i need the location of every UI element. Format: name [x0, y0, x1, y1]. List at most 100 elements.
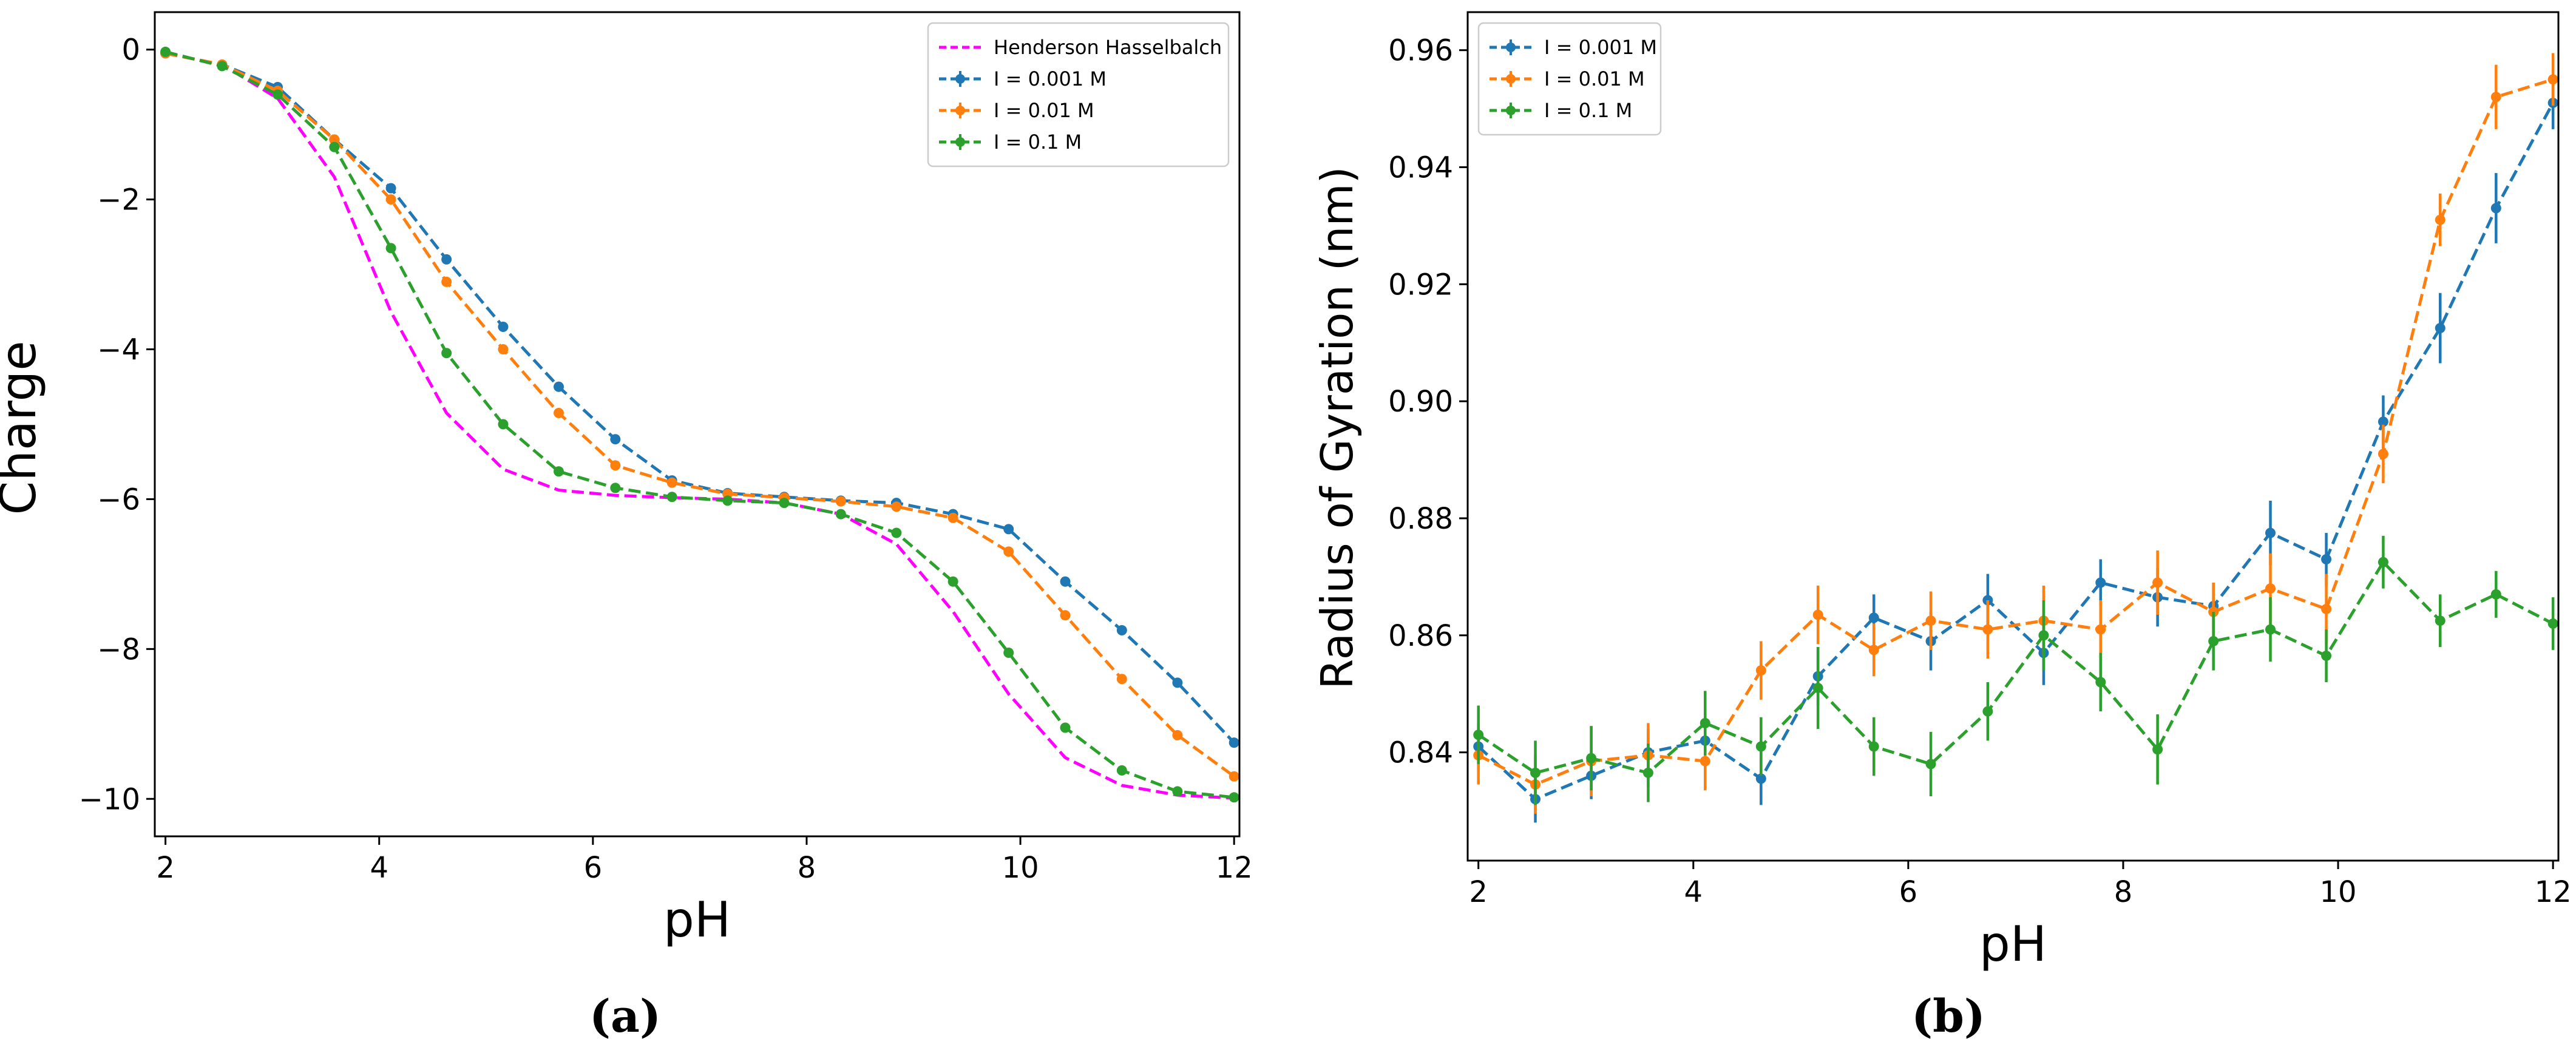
data-point [1116, 765, 1127, 776]
y-axis-label: Charge [0, 340, 47, 515]
data-point [2265, 527, 2276, 538]
data-point [1530, 767, 1541, 778]
data-point [947, 576, 958, 587]
data-point [610, 434, 621, 445]
data-point [1003, 524, 1014, 535]
y-tick-label: −8 [97, 632, 140, 666]
data-point [2152, 577, 2163, 588]
data-point [1868, 645, 1879, 655]
x-axis-label: pH [663, 892, 731, 948]
data-point [610, 482, 621, 493]
panel-a-charge-vs-ph: 2 4 6 8 10 12 0 −2 −4 −6 −8 −10 pH Charge Henderson Ha… [0, 11, 1253, 1043]
series-line [1477, 78, 2554, 787]
data-point [1925, 759, 1936, 770]
legend-swatch-marker [1506, 74, 1516, 84]
x-tick-label: 10 [1002, 851, 1039, 885]
x-tick-label: 8 [798, 851, 816, 885]
y-tick-label: −2 [97, 183, 140, 217]
series-1 [1473, 53, 2558, 814]
data-point [554, 407, 564, 418]
data-point [1172, 730, 1183, 740]
data-point [2265, 583, 2276, 594]
data-point [2378, 449, 2388, 459]
x-tick-label: 6 [1899, 875, 1918, 909]
x-tick-label: 6 [584, 851, 603, 885]
legend: I = 0.001 M I = 0.01 M I = 0.1 M [1477, 22, 1662, 136]
data-point [160, 46, 171, 57]
data-point [1229, 792, 1239, 803]
x-tick-label: 10 [2320, 875, 2357, 909]
x-axis-label: pH [1979, 916, 2047, 972]
data-point [1700, 717, 1710, 728]
data-point [498, 419, 509, 430]
legend-swatch-marker [1506, 42, 1516, 52]
data-point [2490, 589, 2501, 600]
data-point [1755, 741, 1766, 752]
legend-label: I = 0.01 M [994, 99, 1094, 122]
data-point [1229, 737, 1239, 748]
data-point [2321, 651, 2332, 662]
data-point [498, 322, 509, 333]
data-point [835, 509, 846, 520]
y-tick-label: 0.92 [1388, 268, 1453, 302]
data-point [2095, 624, 2106, 635]
y-tick-label: −6 [97, 482, 140, 516]
data-point [835, 496, 846, 507]
data-point [1586, 753, 1597, 764]
data-point [2095, 577, 2106, 588]
y-tick-label: 0.96 [1388, 34, 1453, 68]
series-2 [1473, 535, 2558, 805]
data-point [1812, 609, 1823, 620]
data-point [1060, 576, 1071, 587]
data-point [1982, 624, 1993, 635]
data-point [1868, 741, 1879, 752]
data-point [2547, 74, 2558, 85]
y-tick-label: 0.84 [1388, 736, 1453, 770]
x-tick-label: 12 [1216, 851, 1253, 885]
data-point [217, 61, 228, 72]
data-point [2378, 416, 2388, 427]
data-point [1868, 612, 1879, 623]
data-point [1925, 615, 1936, 626]
data-point [2547, 618, 2558, 629]
data-point [666, 492, 677, 503]
data-point [1982, 706, 1993, 717]
series-line [164, 50, 1235, 799]
data-point [2321, 554, 2332, 564]
series-line [165, 52, 1235, 778]
data-point [779, 498, 790, 509]
legend-label: I = 0.01 M [1544, 67, 1645, 90]
axes-frame [154, 11, 1241, 838]
data-point [441, 276, 452, 287]
data-point [1116, 625, 1127, 635]
y-tick-label: −10 [79, 782, 140, 816]
y-axis-label: Radius of Gyration (nm) [1312, 166, 1363, 689]
data-point [1755, 773, 1766, 784]
data-point [666, 477, 677, 488]
data-point [2321, 603, 2332, 614]
data-point [498, 344, 509, 355]
legend-swatch-marker [955, 74, 965, 84]
data-point [1700, 756, 1710, 767]
data-point [329, 141, 340, 152]
data-point [385, 183, 396, 194]
data-point [554, 381, 564, 392]
data-point [610, 460, 621, 471]
series-line [1477, 102, 2555, 801]
legend-box [1477, 22, 1662, 136]
data-point [1755, 665, 1766, 676]
x-tick-label: 2 [156, 851, 175, 885]
data-point [2152, 744, 2163, 755]
data-point [891, 527, 902, 538]
data-point [2038, 630, 2049, 641]
data-point [1003, 546, 1014, 557]
series-line [1477, 560, 2554, 775]
data-point [441, 348, 452, 359]
data-point [1003, 648, 1014, 659]
data-point [2435, 615, 2446, 626]
data-point [2435, 214, 2446, 225]
legend-swatch-marker [955, 137, 965, 147]
data-point [441, 254, 452, 265]
data-point [1642, 767, 1653, 778]
